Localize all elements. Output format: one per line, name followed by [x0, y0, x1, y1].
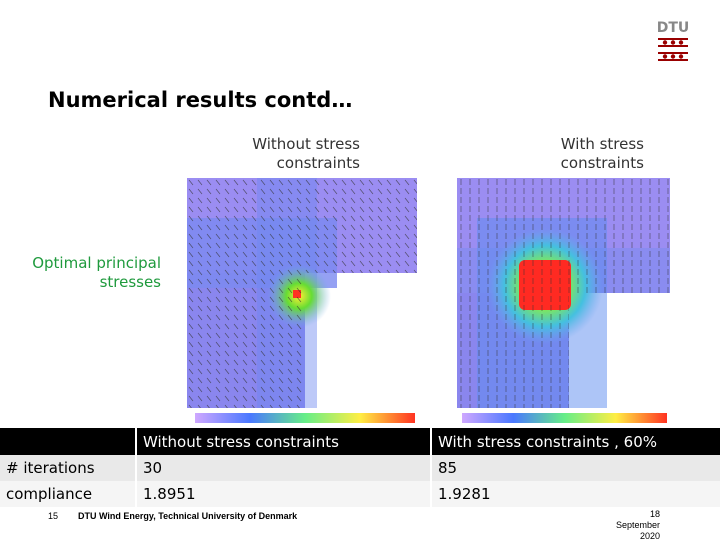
slide-number: 15	[48, 511, 59, 521]
column-heading-without: Without stress constraints	[252, 135, 360, 172]
colorbar	[195, 413, 415, 423]
row-label: # iterations	[0, 455, 135, 481]
stress-plot-without	[187, 178, 417, 423]
footer-date-day: 18	[649, 509, 660, 519]
stress-plot-with	[457, 178, 670, 423]
dtu-logo-text: DTU	[657, 20, 690, 36]
table-row: # iterations 30 85	[0, 455, 720, 481]
dtu-logo: DTU	[657, 20, 690, 61]
slide-title: Numerical results contd…	[48, 88, 353, 112]
table-header-cell: With stress constraints , 60%	[432, 428, 720, 455]
side-label: Optimal principal stresses	[32, 254, 161, 291]
row-label: compliance	[0, 481, 135, 507]
footer-date-year: 2020	[639, 531, 660, 541]
footer-institution: DTU Wind Energy, Technical University of…	[78, 511, 298, 521]
footer-date-month: September	[615, 520, 660, 530]
table-header-row: Without stress constraints With stress c…	[0, 428, 720, 455]
table-header-cell: Without stress constraints	[137, 428, 430, 455]
column-heading-with: With stress constraints	[560, 135, 644, 172]
table-header-cell	[0, 428, 135, 455]
table-row: compliance 1.8951 1.9281	[0, 481, 720, 507]
cell-without: 1.8951	[137, 481, 430, 507]
footer-date: 18 September 2020	[596, 509, 660, 542]
colorbar	[462, 413, 667, 423]
results-table: Without stress constraints With stress c…	[0, 428, 720, 507]
cell-with: 85	[432, 455, 720, 481]
cell-without: 30	[137, 455, 430, 481]
cell-with: 1.9281	[432, 481, 720, 507]
